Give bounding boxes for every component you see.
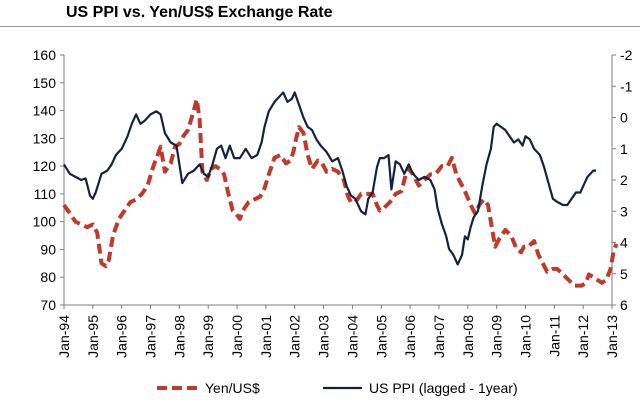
- left-tick-label: 150: [33, 75, 57, 91]
- x-tick-label: Jan-94: [56, 315, 72, 358]
- left-tick-label: 90: [40, 241, 56, 257]
- right-tick-label: 6: [620, 297, 628, 313]
- title-divider: [0, 26, 640, 27]
- right-tick-label: -1: [620, 78, 633, 94]
- x-axis-tick-labels: Jan-94 Jan-95 Jan-96 Jan-97 Jan-98 Jan-99 Jan-…: [56, 315, 620, 358]
- x-tick-label: Jan-11: [546, 315, 562, 357]
- series-line-1: [63, 91, 597, 266]
- left-tick-label: 80: [40, 269, 56, 285]
- x-tick-label: Jan-08: [460, 315, 476, 358]
- left-tick-label: 130: [33, 130, 57, 146]
- x-tick-label: Jan-06: [402, 315, 418, 358]
- left-tick-label: 110: [34, 186, 57, 202]
- right-tick-label: -2: [620, 47, 633, 63]
- left-tick-label: 160: [33, 47, 57, 63]
- x-tick-label: Jan-07: [431, 315, 447, 358]
- series-line-0: [62, 97, 619, 288]
- x-tick-label: Jan-04: [344, 315, 360, 358]
- x-tick-label: Jan-10: [517, 315, 533, 358]
- right-tick-label: 1: [620, 141, 628, 157]
- legend-label-1: US PPI (lagged - 1year): [369, 380, 518, 396]
- x-tick-label: Jan-05: [373, 315, 389, 358]
- chart-title: US PPI vs. Yen/US$ Exchange Rate: [66, 4, 333, 21]
- chart-axes: [60, 54, 616, 309]
- right-tick-label: 0: [620, 110, 628, 126]
- x-tick-label: Jan-03: [316, 315, 332, 358]
- legend: Yen/US$ US PPI (lagged - 1year): [157, 380, 518, 396]
- series-layer: [62, 91, 619, 288]
- x-tick-label: Jan-12: [575, 315, 591, 358]
- x-tick-label: Jan-09: [489, 315, 505, 358]
- x-tick-label: Jan-13: [604, 315, 620, 358]
- right-tick-label: 2: [620, 172, 628, 188]
- legend-label-0: Yen/US$: [205, 380, 260, 396]
- x-tick-label: Jan-96: [114, 315, 130, 358]
- right-tick-label: 3: [620, 203, 628, 219]
- right-tick-label: 5: [620, 266, 628, 282]
- x-tick-label: Jan-99: [200, 315, 216, 358]
- x-tick-label: Jan-00: [229, 315, 245, 358]
- left-tick-label: 70: [40, 297, 56, 313]
- left-tick-label: 120: [33, 158, 57, 174]
- left-tick-label: 100: [33, 214, 57, 230]
- x-tick-label: Jan-02: [287, 315, 303, 358]
- right-tick-label: 4: [620, 235, 628, 251]
- left-axis-tick-labels: 160 150 140 130 120 110 100 90 80 70: [33, 47, 57, 313]
- x-tick-label: Jan-95: [85, 315, 101, 358]
- x-tick-label: Jan-98: [171, 315, 187, 358]
- right-axis-tick-labels: -2 -1 0 1 2 3 4 5 6: [620, 47, 633, 313]
- x-tick-label: Jan-97: [143, 315, 159, 358]
- x-tick-label: Jan-01: [258, 315, 274, 358]
- left-tick-label: 140: [33, 103, 57, 119]
